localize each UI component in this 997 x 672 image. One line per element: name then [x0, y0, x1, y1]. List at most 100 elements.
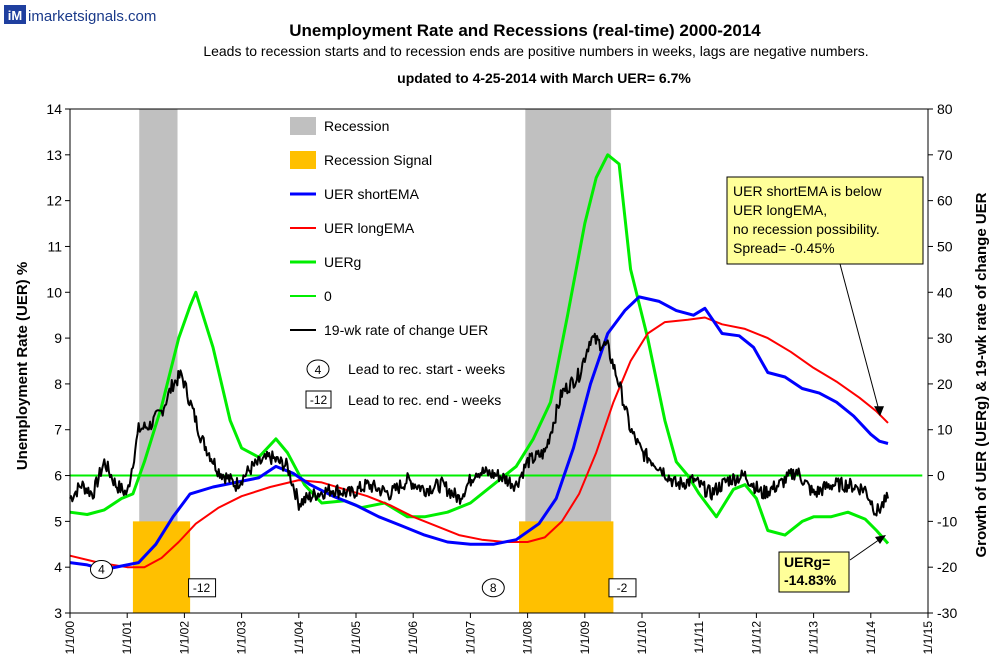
recession-signal-1 [519, 521, 614, 613]
legend-label: Recession [324, 118, 389, 134]
right-tick-label: -30 [937, 605, 957, 621]
spread-note-line: UER shortEMA is below [733, 183, 882, 199]
x-tick-label: 1/1/00 [63, 621, 77, 655]
x-tick-label: 1/1/14 [864, 621, 878, 655]
x-tick-label: 1/1/04 [292, 621, 306, 655]
uerg-note-box [778, 551, 850, 593]
legend-entry-short-ema: UER shortEMA [290, 186, 420, 202]
spread-note: UER shortEMA is below UER longEMA, no rece… [726, 176, 924, 417]
right-tick-label: 40 [937, 284, 953, 300]
left-tick-label: 9 [54, 330, 62, 346]
x-tick-label: 1/1/05 [349, 621, 363, 655]
site-logo: iM imarketsignals.com [4, 5, 156, 25]
right-tick-label: -20 [937, 559, 957, 575]
legend-entry-recession: Recession [290, 117, 389, 135]
right-tick-label: 50 [937, 238, 953, 254]
logo-mark: iM [8, 8, 22, 23]
x-tick-label: 1/1/10 [635, 621, 649, 655]
lead-marker-circle [481, 578, 505, 598]
x-tick-label: 1/1/06 [406, 621, 420, 655]
plot-border [69, 108, 929, 614]
lead-marker-0: 4 [89, 559, 113, 579]
series-line-uer-longema [69, 316, 889, 569]
logo-site: imarketsignals.com [28, 8, 156, 25]
uerg-note-arrowhead [875, 535, 886, 544]
lead-marker-1: -12 [188, 578, 217, 598]
key-circle [306, 359, 330, 379]
right-tick-label: 0 [937, 468, 945, 484]
lead-marker-2: 8 [481, 578, 505, 598]
right-tick-label: 70 [937, 147, 953, 163]
lead-marker-value: 8 [490, 581, 497, 595]
spread-note-box [726, 176, 924, 265]
key-box-value: -12 [310, 393, 328, 407]
axes: 34567891011121314-30-20-1001020304050607… [46, 101, 957, 654]
right-tick-label: 20 [937, 376, 953, 392]
legend-entry-signal: Recession Signal [290, 151, 432, 169]
legend-label: UERg [324, 254, 361, 270]
spread-note-line: UER longEMA, [733, 202, 827, 218]
legend-entry-roc: 19-wk rate of change UER [290, 322, 488, 338]
left-tick-label: 14 [46, 101, 62, 117]
spread-note-line: no recession possibility. [733, 221, 880, 237]
legend-swatch [290, 117, 316, 135]
lead-marker-value: -2 [617, 581, 628, 595]
key-lead-start-label: Lead to rec. start - weeks [348, 361, 505, 377]
left-tick-label: 3 [54, 605, 62, 621]
x-tick-label: 1/1/12 [749, 621, 763, 655]
plot-background [132, 109, 614, 613]
x-tick-label: 1/1/03 [235, 621, 249, 655]
x-tick-label: 1/1/01 [120, 621, 134, 655]
chart-title: Unemployment Rate and Recessions (real-t… [289, 21, 761, 40]
spread-note-arrow [839, 263, 881, 415]
uerg-note-arrow [849, 536, 884, 561]
x-tick-label: 1/1/15 [921, 621, 935, 655]
legend-entry-uerg: UERg [290, 254, 361, 270]
legend-label: Recession Signal [324, 152, 432, 168]
logo-badge [4, 5, 26, 24]
legend-entry-long-ema: UER longEMA [290, 220, 415, 236]
lead-marker-value: 4 [98, 562, 105, 576]
lead-marker-circle [89, 559, 113, 579]
uerg-note-line: -14.83% [784, 572, 837, 588]
left-tick-label: 10 [46, 284, 62, 300]
left-tick-label: 5 [54, 513, 62, 529]
right-axis-title: Growth of UER (UERg) & 19-wk rate of cha… [973, 192, 990, 557]
key-box [305, 390, 332, 409]
x-tick-label: 1/1/02 [177, 621, 191, 655]
legend-label: 0 [324, 288, 332, 304]
left-tick-label: 8 [54, 376, 62, 392]
x-tick-label: 1/1/13 [807, 621, 821, 655]
left-tick-label: 7 [54, 422, 62, 438]
chart-subtitle: Leads to recession starts and to recessi… [203, 43, 868, 59]
lead-marker-box [608, 578, 637, 598]
left-tick-label: 4 [54, 559, 62, 575]
key-lead-end: -12 Lead to rec. end - weeks [305, 390, 501, 409]
left-tick-label: 11 [47, 238, 62, 254]
legend: Recession Recession Signal UER shortEMA UER… [290, 117, 505, 409]
right-tick-label: 80 [937, 101, 953, 117]
key-circle-value: 4 [315, 363, 322, 377]
x-tick-label: 1/1/07 [463, 621, 477, 655]
key-lead-end-label: Lead to rec. end - weeks [348, 392, 501, 408]
chart-updated-note: updated to 4-25-2014 with March UER= 6.7… [397, 70, 691, 86]
series-line-uer-shortema [69, 295, 889, 571]
left-axis-title: Unemployment Rate (UER) % [14, 262, 31, 470]
plot-series [69, 153, 923, 571]
uerg-note-line: UERg= [784, 554, 830, 570]
right-tick-label: 10 [937, 422, 953, 438]
spread-note-arrowhead [874, 406, 884, 417]
legend-swatch [290, 151, 316, 169]
lead-marker-3: -2 [608, 578, 637, 598]
right-tick-label: 30 [937, 330, 953, 346]
lead-marker-box [188, 578, 217, 598]
left-tick-label: 6 [54, 468, 62, 484]
series-line-19-wk-rate-of-change-uer [69, 332, 889, 517]
right-tick-label: 60 [937, 193, 953, 209]
x-tick-label: 1/1/11 [692, 621, 706, 654]
series-line-uerg [69, 153, 890, 545]
x-tick-label: 1/1/08 [521, 621, 535, 655]
legend-label: UER shortEMA [324, 186, 420, 202]
legend-entry-zero: 0 [290, 288, 332, 304]
legend-label: 19-wk rate of change UER [324, 322, 488, 338]
